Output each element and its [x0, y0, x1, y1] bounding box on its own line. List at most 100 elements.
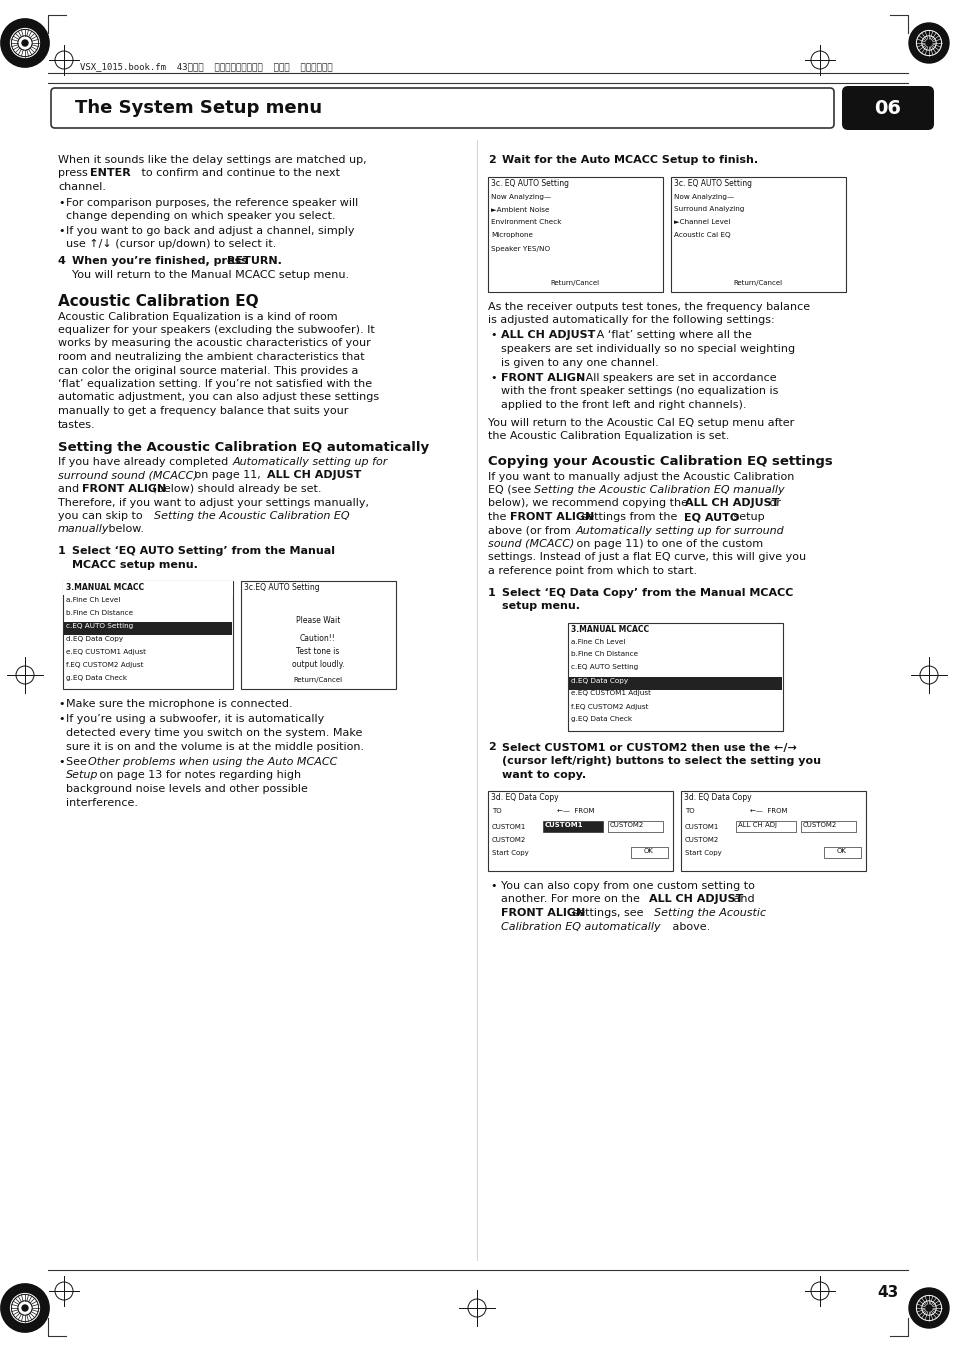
- Text: is given to any one channel.: is given to any one channel.: [500, 358, 659, 367]
- Text: automatic adjustment, you can also adjust these settings: automatic adjustment, you can also adjus…: [58, 393, 378, 403]
- Text: Acoustic Calibration Equalization is a kind of room: Acoustic Calibration Equalization is a k…: [58, 312, 337, 322]
- Bar: [241, 581, 395, 689]
- Circle shape: [925, 41, 931, 46]
- Text: 3c. EQ AUTO Setting: 3c. EQ AUTO Setting: [673, 178, 751, 188]
- Text: below.: below.: [105, 524, 144, 535]
- Bar: [823, 847, 861, 858]
- Text: Setting the Acoustic Calibration EQ: Setting the Acoustic Calibration EQ: [153, 511, 349, 521]
- Text: 3.MANUAL MCACC: 3.MANUAL MCACC: [66, 584, 144, 592]
- Text: ALL CH ADJUST: ALL CH ADJUST: [500, 331, 595, 340]
- Text: and: and: [58, 484, 83, 494]
- Text: Wait for the Auto MCACC Setup to finish.: Wait for the Auto MCACC Setup to finish.: [501, 155, 758, 165]
- Text: If you have already completed: If you have already completed: [58, 457, 232, 467]
- Text: b.Fine Ch Distance: b.Fine Ch Distance: [571, 651, 638, 658]
- Text: with the front speaker settings (no equalization is: with the front speaker settings (no equa…: [500, 386, 778, 396]
- Text: the: the: [488, 512, 509, 521]
- Text: FRONT ALIGN: FRONT ALIGN: [510, 512, 594, 521]
- Text: 3d. EQ Data Copy: 3d. EQ Data Copy: [491, 793, 558, 802]
- Text: When you’re finished, press: When you’re finished, press: [71, 257, 252, 266]
- Text: TO: TO: [492, 808, 501, 815]
- Text: above.: above.: [668, 921, 709, 931]
- Text: on page 11,: on page 11,: [191, 470, 264, 481]
- Text: •: •: [58, 197, 65, 208]
- Text: press: press: [58, 169, 91, 178]
- Text: settings. Instead of just a flat EQ curve, this will give you: settings. Instead of just a flat EQ curv…: [488, 553, 805, 562]
- Text: If you want to manually adjust the Acoustic Calibration: If you want to manually adjust the Acous…: [488, 471, 794, 481]
- Text: c.EQ AUTO Setting: c.EQ AUTO Setting: [571, 665, 638, 670]
- Text: CUSTOM2: CUSTOM2: [492, 838, 526, 843]
- Text: En: En: [909, 1300, 922, 1310]
- Text: output loudly.: output loudly.: [292, 661, 344, 669]
- Text: •: •: [58, 757, 65, 767]
- Text: (cursor left/right) buttons to select the setting you: (cursor left/right) buttons to select th…: [501, 757, 821, 766]
- Text: tastes.: tastes.: [58, 420, 95, 430]
- Text: Make sure the microphone is connected.: Make sure the microphone is connected.: [66, 698, 293, 709]
- Text: applied to the front left and right channels).: applied to the front left and right chan…: [500, 400, 745, 409]
- Text: CUSTOM2: CUSTOM2: [609, 821, 643, 828]
- Text: Copying your Acoustic Calibration EQ settings: Copying your Acoustic Calibration EQ set…: [488, 454, 832, 467]
- Text: equalizer for your speakers (excluding the subwoofer). It: equalizer for your speakers (excluding t…: [58, 326, 375, 335]
- Text: change depending on which speaker you select.: change depending on which speaker you se…: [66, 211, 335, 222]
- Bar: [63, 581, 233, 594]
- Text: ►Ambient Noise: ►Ambient Noise: [491, 207, 549, 212]
- Bar: [680, 790, 865, 871]
- Text: CUSTOM2: CUSTOM2: [684, 838, 719, 843]
- Text: 4: 4: [58, 257, 66, 266]
- Circle shape: [22, 1305, 28, 1310]
- Text: surround sound (MCACC): surround sound (MCACC): [58, 470, 197, 481]
- Text: Surround Analyzing: Surround Analyzing: [673, 207, 743, 212]
- Text: RETURN.: RETURN.: [227, 257, 281, 266]
- Text: OK: OK: [643, 848, 653, 854]
- Text: 2: 2: [488, 743, 496, 753]
- Text: OK: OK: [836, 848, 846, 854]
- Text: CUSTOM1: CUSTOM1: [544, 821, 583, 828]
- Text: a.Fine Ch Level: a.Fine Ch Level: [66, 597, 120, 603]
- Text: to confirm and continue to the next: to confirm and continue to the next: [138, 169, 339, 178]
- Text: 3d. EQ Data Copy: 3d. EQ Data Copy: [683, 793, 751, 802]
- Text: 1: 1: [488, 588, 496, 597]
- Text: 06: 06: [874, 99, 901, 118]
- Text: d.EQ Data Copy: d.EQ Data Copy: [571, 677, 627, 684]
- Text: EQ AUTO: EQ AUTO: [683, 512, 739, 521]
- Text: a reference point from which to start.: a reference point from which to start.: [488, 566, 697, 576]
- Text: background noise levels and other possible: background noise levels and other possib…: [66, 784, 308, 794]
- Text: CUSTOM1: CUSTOM1: [684, 824, 719, 830]
- Text: – All speakers are set in accordance: – All speakers are set in accordance: [573, 373, 776, 382]
- Text: channel.: channel.: [58, 182, 106, 192]
- Text: 3c. EQ AUTO Setting: 3c. EQ AUTO Setting: [491, 178, 568, 188]
- Text: Setting the Acoustic: Setting the Acoustic: [654, 908, 765, 917]
- Text: You will return to the Manual MCACC setup menu.: You will return to the Manual MCACC setu…: [71, 270, 349, 280]
- Text: Setting the Acoustic Calibration EQ automatically: Setting the Acoustic Calibration EQ auto…: [58, 440, 429, 454]
- Text: Return/Cancel: Return/Cancel: [550, 281, 598, 286]
- Text: •: •: [490, 881, 496, 892]
- Text: See: See: [66, 757, 91, 767]
- Text: c.EQ AUTO Setting: c.EQ AUTO Setting: [66, 623, 133, 630]
- Text: Select ‘EQ AUTO Setting’ from the Manual: Select ‘EQ AUTO Setting’ from the Manual: [71, 546, 335, 557]
- Text: The System Setup menu: The System Setup menu: [75, 99, 322, 118]
- Text: sound (MCACC): sound (MCACC): [488, 539, 574, 549]
- Text: Return/Cancel: Return/Cancel: [733, 281, 781, 286]
- Text: 43: 43: [877, 1285, 898, 1300]
- Bar: [607, 821, 662, 832]
- Text: Test tone is: Test tone is: [296, 647, 339, 657]
- Text: above (or from: above (or from: [488, 526, 574, 535]
- Text: Start Copy: Start Copy: [492, 850, 528, 857]
- Text: •: •: [490, 373, 496, 382]
- Text: ALL CH ADJUST: ALL CH ADJUST: [648, 894, 742, 905]
- Bar: [488, 177, 662, 292]
- Text: Setup: Setup: [66, 770, 98, 781]
- Text: •: •: [58, 715, 65, 724]
- Text: g.EQ Data Check: g.EQ Data Check: [571, 716, 632, 723]
- Text: e.EQ CUSTOM1 Adjust: e.EQ CUSTOM1 Adjust: [66, 648, 146, 655]
- Bar: [63, 581, 233, 689]
- Text: •: •: [58, 698, 65, 709]
- Text: setup menu.: setup menu.: [501, 601, 579, 611]
- Text: When it sounds like the delay settings are matched up,: When it sounds like the delay settings a…: [58, 155, 366, 165]
- Bar: [488, 790, 672, 871]
- Text: Select ‘EQ Data Copy’ from the Manual MCACC: Select ‘EQ Data Copy’ from the Manual MC…: [501, 588, 793, 597]
- Text: f.EQ CUSTOM2 Adjust: f.EQ CUSTOM2 Adjust: [571, 704, 648, 709]
- Text: CUSTOM2: CUSTOM2: [802, 821, 837, 828]
- Text: 2: 2: [488, 155, 496, 165]
- Text: works by measuring the acoustic characteristics of your: works by measuring the acoustic characte…: [58, 339, 371, 349]
- Text: Setting the Acoustic Calibration EQ manually: Setting the Acoustic Calibration EQ manu…: [534, 485, 783, 494]
